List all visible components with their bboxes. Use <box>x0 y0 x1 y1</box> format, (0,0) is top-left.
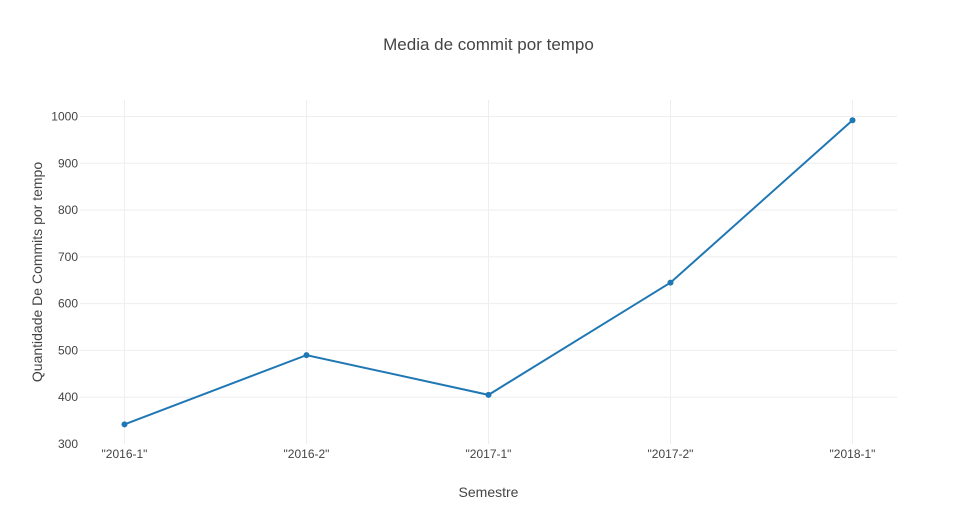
x-tick-label: "2016-2" <box>284 447 330 461</box>
y-tick-label: 1000 <box>51 110 78 124</box>
x-axis-title: Semestre <box>459 484 519 500</box>
y-axis-ticks: 300 400 500 600 700 800 900 1000 <box>51 110 78 452</box>
x-tick-label: "2018-1" <box>830 447 876 461</box>
data-point[interactable] <box>303 352 310 359</box>
x-tick-label: "2017-2" <box>648 447 694 461</box>
series-layer <box>121 117 856 428</box>
data-point[interactable] <box>121 421 128 428</box>
x-tick-label: "2017-1" <box>466 447 512 461</box>
y-tick-label: 900 <box>58 156 78 170</box>
y-tick-label: 400 <box>58 390 78 404</box>
y-tick-label: 800 <box>58 203 78 217</box>
y-axis-title: Quantidade De Commits por tempo <box>29 162 45 382</box>
x-axis-ticks: "2016-1" "2016-2" "2017-1" "2017-2" "2018-1" <box>102 447 876 461</box>
chart-title: Media de commit por tempo <box>383 35 594 54</box>
data-point[interactable] <box>485 391 492 398</box>
grid <box>80 100 897 444</box>
y-tick-label: 700 <box>58 250 78 264</box>
data-point[interactable] <box>667 279 674 286</box>
y-tick-label: 600 <box>58 297 78 311</box>
x-tick-label: "2016-1" <box>102 447 148 461</box>
y-tick-label: 500 <box>58 343 78 357</box>
data-point[interactable] <box>849 117 856 124</box>
y-tick-label: 300 <box>58 437 78 451</box>
